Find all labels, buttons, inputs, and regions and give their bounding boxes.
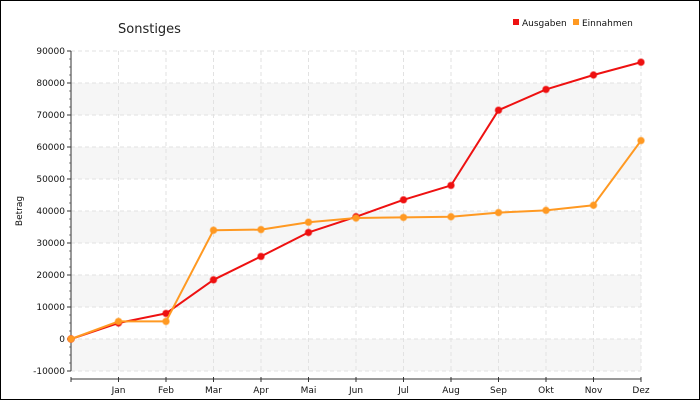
legend: Ausgaben Einnahmen bbox=[513, 19, 633, 29]
x-tick-label: Apr bbox=[253, 386, 269, 396]
chart-title: Sonstiges bbox=[118, 22, 181, 37]
series-layer bbox=[67, 58, 645, 343]
data-point-einnahmen bbox=[637, 136, 645, 145]
y-tick-label: -10000 bbox=[33, 367, 65, 377]
data-point-ausgaben bbox=[209, 275, 218, 284]
data-point-ausgaben bbox=[542, 85, 550, 94]
data-point-einnahmen bbox=[399, 213, 408, 222]
x-tick-label: Jun bbox=[348, 386, 363, 396]
grid-lines bbox=[71, 50, 642, 372]
y-tick-label: 80000 bbox=[36, 79, 65, 89]
data-point-ausgaben bbox=[304, 228, 313, 237]
x-tick-label: Sep bbox=[490, 386, 507, 396]
data-point-ausgaben bbox=[589, 71, 598, 79]
x-tick-label: Mar bbox=[205, 386, 222, 396]
data-point-ausgaben bbox=[494, 106, 503, 115]
x-tick-label: Jan bbox=[111, 386, 126, 396]
y-tick-label: 50000 bbox=[36, 175, 65, 185]
y-tick-label: 40000 bbox=[36, 207, 65, 217]
data-point-ausgaben bbox=[447, 181, 455, 190]
legend-swatch-einnahmen bbox=[573, 19, 579, 25]
data-point-ausgaben bbox=[399, 195, 408, 204]
x-tick-label: Okt bbox=[538, 386, 554, 396]
x-tick-label: Jul bbox=[397, 386, 409, 396]
data-point-einnahmen bbox=[589, 201, 598, 210]
y-axis-label: Betrag bbox=[15, 196, 25, 226]
y-tick-label: 20000 bbox=[36, 271, 65, 281]
legend-label-ausgaben: Ausgaben bbox=[522, 19, 567, 29]
legend-swatch-ausgaben bbox=[513, 19, 519, 25]
data-point-einnahmen bbox=[352, 214, 360, 222]
data-point-ausgaben bbox=[637, 58, 645, 67]
x-tick-labels: Jan Feb Mar Apr Mai Jun Jul Aug Sep Okt Nov Dez bbox=[111, 386, 650, 396]
data-point-einnahmen bbox=[304, 218, 313, 227]
y-tick-labels: -10000 0 10000 20000 30000 40000 50000 60000 700… bbox=[33, 47, 65, 377]
legend-label-einnahmen: Einnahmen bbox=[582, 19, 633, 29]
x-tick-label: Feb bbox=[158, 386, 174, 396]
data-point-einnahmen bbox=[447, 212, 455, 221]
axes bbox=[67, 50, 642, 382]
y-tick-label: 60000 bbox=[36, 143, 65, 153]
x-tick-label: Nov bbox=[585, 386, 603, 396]
x-tick-label: Aug bbox=[442, 386, 460, 396]
data-point-ausgaben bbox=[257, 252, 265, 261]
data-point-einnahmen bbox=[162, 317, 170, 326]
data-point-einnahmen bbox=[209, 226, 218, 235]
data-point-einnahmen bbox=[257, 225, 265, 234]
y-tick-label: 70000 bbox=[36, 111, 65, 121]
data-point-einnahmen bbox=[67, 335, 75, 343]
data-point-einnahmen bbox=[542, 206, 550, 215]
y-tick-label: 10000 bbox=[36, 303, 65, 313]
data-point-einnahmen bbox=[114, 317, 123, 326]
x-tick-label: Dez bbox=[632, 386, 649, 396]
y-tick-label: 0 bbox=[59, 335, 65, 345]
y-tick-label: 30000 bbox=[36, 239, 65, 249]
data-point-einnahmen bbox=[494, 208, 503, 217]
x-tick-label: Mai bbox=[301, 386, 317, 396]
y-tick-label: 90000 bbox=[36, 47, 65, 57]
